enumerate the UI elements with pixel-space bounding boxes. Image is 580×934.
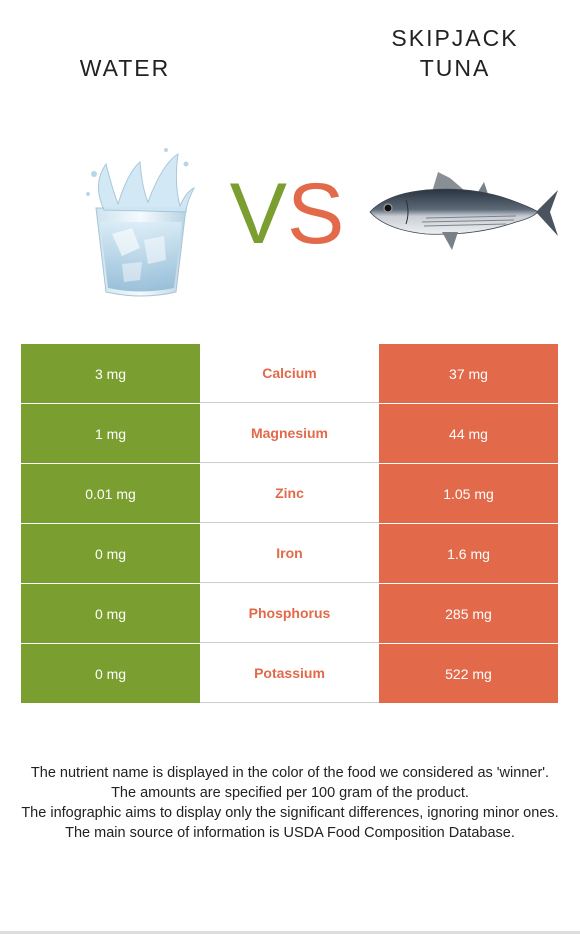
water-value: 1 mg <box>21 404 200 463</box>
vs-label: VS <box>222 164 352 264</box>
tuna-value: 37 mg <box>379 344 558 403</box>
food-title-water-text: WATER <box>79 55 171 81</box>
footer-line-4: The main source of information is USDA F… <box>65 825 515 841</box>
table-row: 0 mg Phosphorus 285 mg <box>21 584 558 643</box>
footer-notes: The nutrient name is displayed in the co… <box>20 763 560 843</box>
tuna-value: 522 mg <box>379 644 558 703</box>
water-value: 0 mg <box>21 524 200 583</box>
tuna-value: 285 mg <box>379 584 558 643</box>
food-title-tuna-line2: TUNA <box>419 55 491 81</box>
vs-letter-s: S <box>287 166 345 262</box>
table-row: 3 mg Calcium 37 mg <box>21 344 558 403</box>
tuna-value: 1.6 mg <box>379 524 558 583</box>
nutrient-name: Iron <box>200 524 379 583</box>
water-value: 3 mg <box>21 344 200 403</box>
table-row: 0 mg Potassium 522 mg <box>21 644 558 703</box>
footer-line-3: The infographic aims to display only the… <box>21 805 559 821</box>
table-row: 1 mg Magnesium 44 mg <box>21 404 558 463</box>
water-value: 0.01 mg <box>21 464 200 523</box>
nutrient-name: Potassium <box>200 644 379 703</box>
food-title-water: WATER <box>25 53 225 83</box>
bottom-divider <box>0 931 580 934</box>
food-title-tuna: SKIPJACK TUNA <box>355 23 555 83</box>
nutrient-name: Zinc <box>200 464 379 523</box>
footer-line-2: The amounts are specified per 100 gram o… <box>111 785 469 801</box>
nutrient-comparison-table: 3 mg Calcium 37 mg 1 mg Magnesium 44 mg 0.01 m… <box>21 344 558 704</box>
nutrient-name: Phosphorus <box>200 584 379 643</box>
water-glass-icon <box>86 148 196 297</box>
food-title-tuna-line1: SKIPJACK <box>391 25 519 51</box>
table-row: 0.01 mg Zinc 1.05 mg <box>21 464 558 523</box>
tuna-value: 44 mg <box>379 404 558 463</box>
water-value: 0 mg <box>21 584 200 643</box>
table-row: 0 mg Iron 1.6 mg <box>21 524 558 583</box>
nutrient-name: Magnesium <box>200 404 379 463</box>
nutrient-name: Calcium <box>200 344 379 403</box>
water-value: 0 mg <box>21 644 200 703</box>
tuna-value: 1.05 mg <box>379 464 558 523</box>
vs-letter-v: V <box>229 166 287 262</box>
skipjack-tuna-icon <box>369 172 558 250</box>
footer-line-1: The nutrient name is displayed in the co… <box>30 765 550 781</box>
